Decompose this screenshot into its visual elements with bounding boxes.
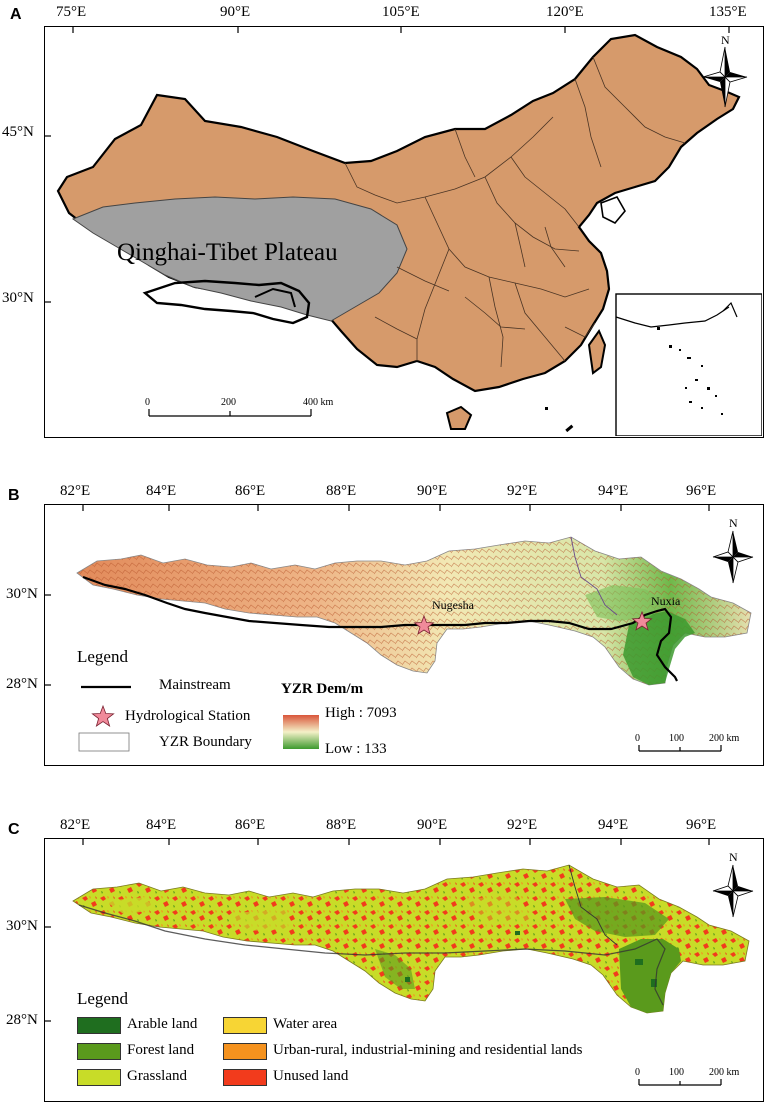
plateau-label: Qinghai-Tibet Plateau	[117, 239, 338, 266]
panel-c-letter: C	[8, 821, 20, 838]
legend-mainstream-label: Mainstream	[159, 677, 231, 693]
legend-boundary-label: YZR Boundary	[159, 734, 252, 750]
lat-tick-c-28: 28°N	[6, 1012, 38, 1028]
lon-tick-a-105: 105°E	[382, 4, 420, 20]
lat-tick-b-30: 30°N	[6, 586, 38, 602]
dem-color-ramp	[283, 715, 319, 749]
scale-bar-b	[638, 745, 722, 752]
map-panel-b: Nugesha Nuxia N 0 100 200 km Legend Main…	[44, 504, 764, 766]
lon-tick-b-82: 82°E	[60, 483, 91, 499]
dem-legend-title: YZR Dem/m	[281, 681, 364, 697]
legend-station-label: Hydrological Station	[125, 708, 251, 724]
lon-tick-b-94: 94°E	[598, 483, 629, 499]
lon-tick-b-84: 84°E	[146, 483, 177, 499]
lon-tick-c-94: 94°E	[598, 817, 629, 833]
station-star-nugesha	[413, 614, 435, 635]
lon-tick-b-96: 96°E	[686, 483, 717, 499]
lon-tick-c-84: 84°E	[146, 817, 177, 833]
yzr-dem-map: Nugesha Nuxia N 0 100 200 km	[45, 505, 754, 752]
panel-b-letter: B	[8, 487, 20, 504]
scale-label-a-200: 200	[221, 397, 236, 408]
yzr-basin-outline	[142, 279, 311, 325]
south-china-sea-inset	[615, 293, 762, 436]
scale-label-b-100: 100	[669, 733, 684, 744]
lat-tick-c-30: 30°N	[6, 918, 38, 934]
dem-legend-high: High : 7093	[325, 705, 397, 721]
legend-label-arable: Arable land	[127, 1016, 198, 1032]
sub-basin-boundary	[570, 536, 618, 616]
yzr-landuse-map: N 0 100 200 km	[45, 839, 754, 1086]
lon-tick-b-86: 86°E	[235, 483, 266, 499]
station-label-nugesha: Nugesha	[432, 598, 475, 612]
legend-swatch-arable	[77, 1017, 121, 1034]
north-arrow-a: N	[702, 33, 748, 108]
legend-station-symbol	[91, 704, 115, 727]
scale-label-b-0: 0	[635, 733, 640, 744]
legend-boundary-symbol	[78, 732, 130, 752]
legend-title-c: Legend	[77, 989, 128, 1008]
legend-swatch-grassland	[77, 1069, 121, 1086]
legend-title-b: Legend	[77, 647, 128, 666]
scale-label-b-200: 200 km	[709, 733, 740, 744]
station-star-nuxia	[631, 610, 653, 631]
legend-label-forest: Forest land	[127, 1042, 195, 1058]
legend-label-unused: Unused land	[273, 1068, 349, 1084]
qinghai-tibet-plateau-region	[71, 196, 408, 322]
forest-region	[619, 939, 681, 1013]
legend-swatch-water	[223, 1017, 267, 1034]
lon-tick-c-92: 92°E	[507, 817, 538, 833]
lon-tick-a-75: 75°E	[56, 4, 87, 20]
scale-bar-c	[638, 1079, 722, 1086]
lon-tick-b-90: 90°E	[417, 483, 448, 499]
north-label-b: N	[729, 516, 738, 530]
map-panel-a: Qinghai-Tibet Plateau N	[44, 26, 764, 438]
scale-label-c-100: 100	[669, 1067, 684, 1078]
panel-a-letter: A	[10, 6, 22, 23]
scale-bar-a	[148, 409, 312, 417]
legend-swatch-urban	[223, 1043, 267, 1060]
taiwan-island	[587, 328, 607, 375]
legend-label-urban: Urban-rural, industrial-mining and resid…	[273, 1042, 583, 1058]
legend-label-grassland: Grassland	[127, 1068, 187, 1084]
lon-tick-c-96: 96°E	[686, 817, 717, 833]
lon-tick-b-92: 92°E	[507, 483, 538, 499]
north-arrow-c: N	[712, 850, 754, 918]
north-label-c: N	[729, 850, 738, 864]
hainan-island	[445, 405, 473, 430]
scale-label-c-0: 0	[635, 1067, 640, 1078]
dem-legend-low: Low : 133	[325, 741, 387, 757]
scale-label-a-0: 0	[145, 397, 150, 408]
lat-tick-b-28: 28°N	[6, 676, 38, 692]
lon-tick-c-82: 82°E	[60, 817, 91, 833]
legend-swatch-forest	[77, 1043, 121, 1060]
north-label-a: N	[721, 33, 730, 47]
mainstream-river-c	[78, 904, 666, 1006]
lon-tick-b-88: 88°E	[326, 483, 357, 499]
map-panel-c: N 0 100 200 km Legend Arable land Forest…	[44, 838, 764, 1102]
lat-tick-a-45: 45°N	[2, 124, 34, 140]
legend-swatch-unused	[223, 1069, 267, 1086]
station-label-nuxia: Nuxia	[651, 594, 681, 608]
north-arrow-b: N	[712, 516, 754, 584]
lon-tick-c-86: 86°E	[235, 817, 266, 833]
lon-tick-a-135: 135°E	[709, 4, 747, 20]
lon-tick-c-88: 88°E	[326, 817, 357, 833]
legend-label-water: Water area	[273, 1016, 338, 1032]
mainstream-river	[82, 575, 678, 682]
province-boundaries	[344, 56, 686, 368]
lon-tick-a-90: 90°E	[220, 4, 251, 20]
scale-label-a-400: 400 km	[303, 397, 334, 408]
lat-tick-a-30: 30°N	[2, 290, 34, 306]
lon-tick-a-120: 120°E	[546, 4, 584, 20]
lon-tick-c-90: 90°E	[417, 817, 448, 833]
china-map: Qinghai-Tibet Plateau N	[45, 27, 762, 436]
scale-label-c-200: 200 km	[709, 1067, 740, 1078]
